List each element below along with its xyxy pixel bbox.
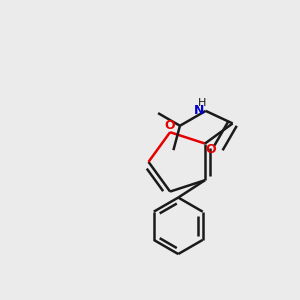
Text: O: O [165, 119, 176, 132]
Text: N: N [194, 104, 204, 117]
Text: O: O [206, 143, 216, 156]
Text: H: H [198, 98, 206, 109]
